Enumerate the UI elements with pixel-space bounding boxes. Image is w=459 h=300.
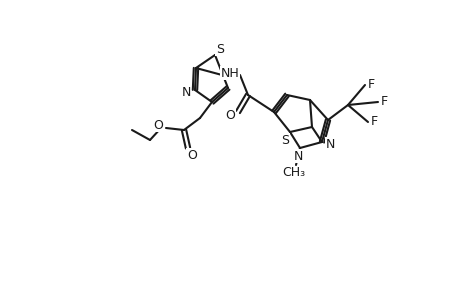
Text: F: F (369, 115, 377, 128)
Text: O: O (153, 118, 162, 131)
Text: O: O (187, 148, 196, 161)
Text: CH₃: CH₃ (282, 167, 305, 179)
Text: S: S (280, 134, 288, 146)
Text: N: N (293, 149, 302, 163)
Text: NH: NH (220, 67, 239, 80)
Text: F: F (367, 77, 374, 91)
Text: S: S (216, 43, 224, 56)
Text: O: O (224, 109, 235, 122)
Text: N: N (325, 137, 334, 151)
Text: N: N (181, 85, 190, 98)
Text: F: F (380, 94, 387, 107)
